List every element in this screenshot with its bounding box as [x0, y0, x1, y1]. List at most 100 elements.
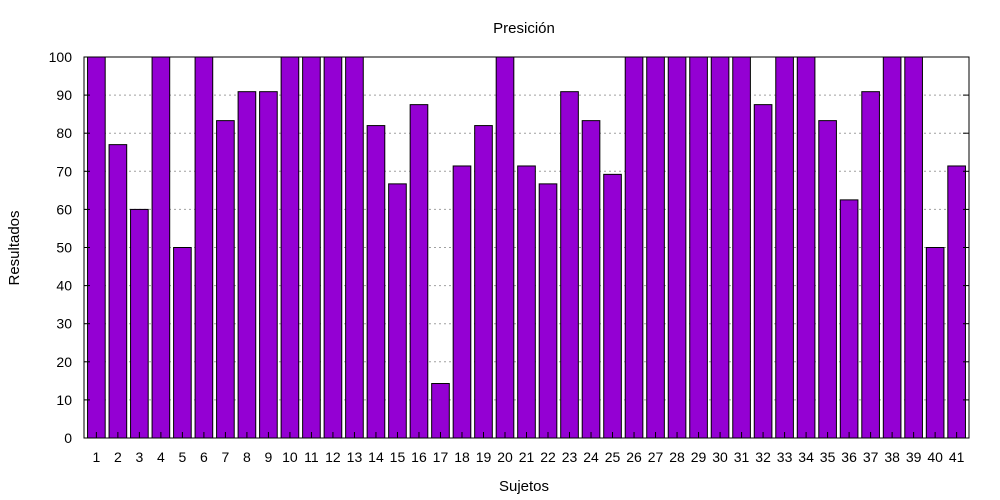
- bar-subject-5: [173, 247, 192, 439]
- bar-subject-25: [603, 173, 622, 439]
- x-tick-label: 3: [135, 449, 143, 465]
- x-tick-label: 40: [927, 449, 943, 465]
- bar-subject-4: [151, 56, 171, 439]
- bar-subject-18: [452, 165, 472, 439]
- x-tick-label: 30: [712, 449, 728, 465]
- bar-subject-23: [560, 91, 579, 439]
- x-tick-label: 39: [906, 449, 922, 465]
- x-tick-label: 34: [798, 449, 814, 465]
- bar-subject-9: [259, 91, 278, 439]
- bar-subject-19: [474, 125, 493, 439]
- x-tick-label: 18: [454, 449, 470, 465]
- bar-subject-27: [646, 56, 665, 439]
- y-tick-label: 70: [56, 163, 72, 179]
- bar-subject-32: [753, 104, 773, 439]
- bar-subject-35: [818, 120, 837, 439]
- x-tick-label: 29: [691, 449, 707, 465]
- bar-subject-30: [710, 56, 730, 439]
- x-tick-label: 28: [669, 449, 685, 465]
- x-tick-label: 19: [476, 449, 492, 465]
- x-tick-label: 33: [777, 449, 793, 465]
- y-tick-label: 20: [56, 354, 72, 370]
- y-tick-label: 50: [56, 240, 72, 256]
- x-tick-label: 20: [497, 449, 513, 465]
- x-tick-label: 14: [368, 449, 384, 465]
- bar-subject-22: [538, 183, 558, 439]
- bar-subject-34: [796, 56, 816, 439]
- y-tick-label: 30: [56, 316, 72, 332]
- chart-title: Presición: [493, 20, 555, 37]
- x-tick-label: 38: [884, 449, 900, 465]
- bar-subject-13: [345, 56, 364, 439]
- bar-subject-15: [388, 183, 407, 439]
- x-tick-label: 24: [583, 449, 599, 465]
- bar-subject-28: [667, 56, 687, 439]
- bar-subject-7: [216, 120, 235, 439]
- x-tick-label: 1: [92, 449, 100, 465]
- bar-subject-6: [194, 56, 214, 439]
- x-tick-label: 23: [562, 449, 578, 465]
- y-axis-ticks: 0 10 20 30 40 50 60 70 80 90 100: [49, 49, 969, 446]
- bar-subject-10: [280, 56, 300, 439]
- y-tick-label: 60: [56, 201, 72, 217]
- bar-subject-16: [409, 104, 429, 439]
- bar-subject-37: [861, 91, 880, 439]
- x-tick-label: 6: [200, 449, 208, 465]
- x-axis-ticks: 1 2 3 4 5 6 7 8 9 10 11 12 13 14 15 16 17 18 19 20 21 22 23 24 2…: [92, 432, 965, 465]
- x-tick-label: 36: [841, 449, 857, 465]
- x-tick-label: 4: [157, 449, 165, 465]
- x-tick-label: 13: [347, 449, 363, 465]
- x-tick-label: 41: [949, 449, 965, 465]
- x-tick-label: 17: [433, 449, 449, 465]
- bar-subject-11: [302, 56, 321, 439]
- bar-subject-41: [947, 165, 966, 439]
- bar-subject-2: [108, 144, 128, 439]
- bar-subject-1: [87, 56, 106, 439]
- x-tick-label: 10: [282, 449, 298, 465]
- bar-subject-31: [732, 56, 751, 439]
- x-tick-label: 22: [540, 449, 556, 465]
- x-tick-label: 26: [626, 449, 642, 465]
- bar-subject-38: [882, 56, 902, 439]
- bar-subject-39: [904, 56, 923, 439]
- x-axis-label: Sujetos: [499, 478, 549, 495]
- x-tick-label: 5: [178, 449, 186, 465]
- x-tick-label: 15: [390, 449, 406, 465]
- x-tick-label: 35: [820, 449, 836, 465]
- bar-subject-21: [517, 165, 536, 439]
- y-axis-label: Resultados: [6, 210, 23, 285]
- x-tick-label: 16: [411, 449, 427, 465]
- x-tick-label: 11: [304, 449, 319, 465]
- bar-subject-40: [925, 247, 945, 439]
- bar-subject-36: [839, 199, 859, 439]
- bar-subject-17: [431, 383, 450, 439]
- bar-subject-14: [366, 125, 386, 439]
- y-tick-label: 40: [56, 278, 72, 294]
- x-tick-label: 2: [114, 449, 122, 465]
- x-tick-label: 31: [734, 449, 750, 465]
- y-tick-label: 80: [56, 125, 72, 141]
- bar-subject-29: [689, 56, 708, 439]
- x-tick-label: 12: [325, 449, 341, 465]
- bar-subject-26: [624, 56, 644, 439]
- y-tick-label: 0: [64, 430, 72, 446]
- bar-subject-12: [323, 56, 343, 439]
- bar-subject-33: [775, 56, 794, 439]
- y-tick-label: 100: [49, 49, 73, 65]
- x-tick-label: 27: [648, 449, 664, 465]
- x-tick-label: 7: [222, 449, 230, 465]
- y-tick-label: 10: [56, 392, 72, 408]
- bar-subject-24: [581, 120, 601, 439]
- x-tick-label: 9: [265, 449, 273, 465]
- x-tick-label: 37: [863, 449, 879, 465]
- y-tick-label: 90: [56, 87, 72, 103]
- bar-subject-20: [495, 56, 515, 439]
- x-tick-label: 21: [519, 449, 535, 465]
- x-tick-label: 8: [243, 449, 251, 465]
- bars: [87, 56, 966, 439]
- x-tick-label: 32: [755, 449, 771, 465]
- x-tick-label: 25: [605, 449, 621, 465]
- bar-subject-3: [130, 208, 149, 439]
- bar-subject-8: [237, 91, 257, 439]
